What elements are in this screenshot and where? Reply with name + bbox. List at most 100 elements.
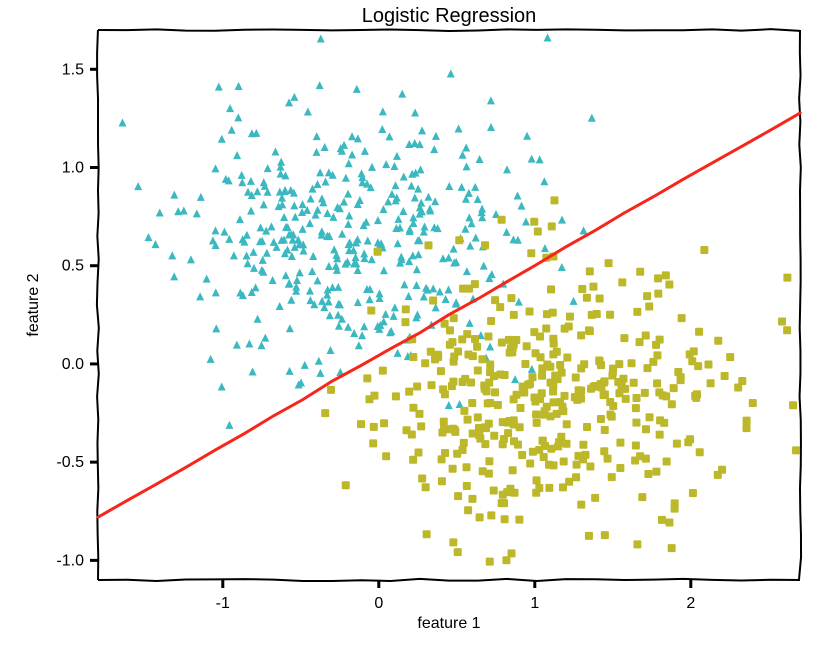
data-point	[642, 455, 650, 463]
data-point	[743, 417, 751, 425]
data-point	[589, 283, 597, 291]
data-point	[361, 147, 369, 155]
data-point	[485, 420, 493, 428]
data-point	[411, 109, 419, 117]
data-point	[401, 318, 409, 326]
data-point	[542, 324, 550, 332]
data-point	[212, 324, 220, 332]
data-point	[345, 212, 353, 220]
data-point	[196, 292, 204, 300]
data-point	[375, 289, 383, 297]
data-point	[462, 463, 470, 471]
data-point	[382, 452, 390, 460]
data-point	[516, 404, 524, 412]
data-point	[250, 264, 258, 272]
data-point	[501, 515, 509, 523]
data-point	[642, 425, 650, 433]
data-point	[236, 215, 244, 223]
data-point	[323, 209, 331, 217]
data-point	[254, 315, 262, 323]
data-point	[316, 81, 324, 89]
data-point	[653, 351, 661, 359]
data-point	[576, 392, 584, 400]
data-point	[260, 178, 268, 186]
data-point	[536, 155, 544, 163]
data-point	[249, 368, 257, 376]
data-point	[464, 506, 472, 514]
data-point	[466, 242, 474, 250]
data-point	[662, 271, 670, 279]
data-point	[424, 241, 432, 249]
data-point	[463, 267, 471, 275]
data-point	[326, 346, 334, 354]
data-point	[476, 155, 484, 163]
data-point	[535, 484, 543, 492]
data-point	[527, 249, 535, 257]
data-point	[326, 311, 334, 319]
data-point	[252, 283, 260, 291]
data-point	[484, 333, 492, 341]
data-point	[330, 245, 338, 253]
data-point	[360, 322, 368, 330]
data-point	[601, 531, 609, 539]
data-point	[382, 160, 390, 168]
data-point	[487, 511, 495, 519]
data-point	[538, 389, 546, 397]
data-point	[515, 298, 523, 306]
data-point	[357, 420, 365, 428]
data-point	[299, 225, 307, 233]
data-point	[420, 293, 428, 301]
data-point	[378, 125, 386, 133]
data-point	[530, 218, 538, 226]
data-point	[263, 249, 271, 257]
data-point	[466, 319, 474, 327]
data-point	[342, 481, 350, 489]
chart-svg: Logistic Regression feature 1 feature 2 …	[0, 0, 832, 651]
data-point	[203, 275, 211, 283]
data-point	[523, 342, 531, 350]
data-point	[578, 285, 586, 293]
data-point	[338, 230, 346, 238]
data-point	[485, 379, 493, 387]
data-point	[405, 292, 413, 300]
data-point	[270, 238, 278, 246]
data-point	[225, 421, 233, 429]
data-point	[485, 457, 493, 465]
data-point	[211, 164, 219, 172]
data-point	[718, 466, 726, 474]
data-point	[600, 391, 608, 399]
data-point	[379, 367, 387, 375]
data-point	[734, 383, 742, 391]
data-point	[560, 458, 568, 466]
data-point	[696, 448, 704, 456]
data-point	[579, 455, 587, 463]
data-point	[646, 413, 654, 421]
data-point	[580, 226, 588, 234]
data-point	[392, 392, 400, 400]
chart-title: Logistic Regression	[362, 5, 537, 27]
data-point	[314, 206, 322, 214]
data-point	[235, 82, 243, 90]
data-point	[559, 407, 567, 415]
data-point	[445, 401, 453, 409]
data-point	[563, 354, 571, 362]
data-point	[693, 390, 701, 398]
scatter-series-class-a	[118, 33, 595, 428]
data-point	[315, 357, 323, 365]
data-point	[665, 281, 673, 289]
data-point	[296, 268, 304, 276]
data-point	[286, 367, 294, 375]
data-point	[285, 279, 293, 287]
data-point	[309, 252, 317, 260]
data-point	[454, 548, 462, 556]
data-point	[545, 461, 553, 469]
data-point	[374, 216, 382, 224]
data-point	[622, 395, 630, 403]
data-point	[668, 400, 676, 408]
data-point	[583, 294, 591, 302]
data-point	[413, 265, 421, 273]
data-point	[314, 276, 322, 284]
data-point	[641, 389, 649, 397]
data-point	[583, 423, 591, 431]
data-point	[370, 423, 378, 431]
